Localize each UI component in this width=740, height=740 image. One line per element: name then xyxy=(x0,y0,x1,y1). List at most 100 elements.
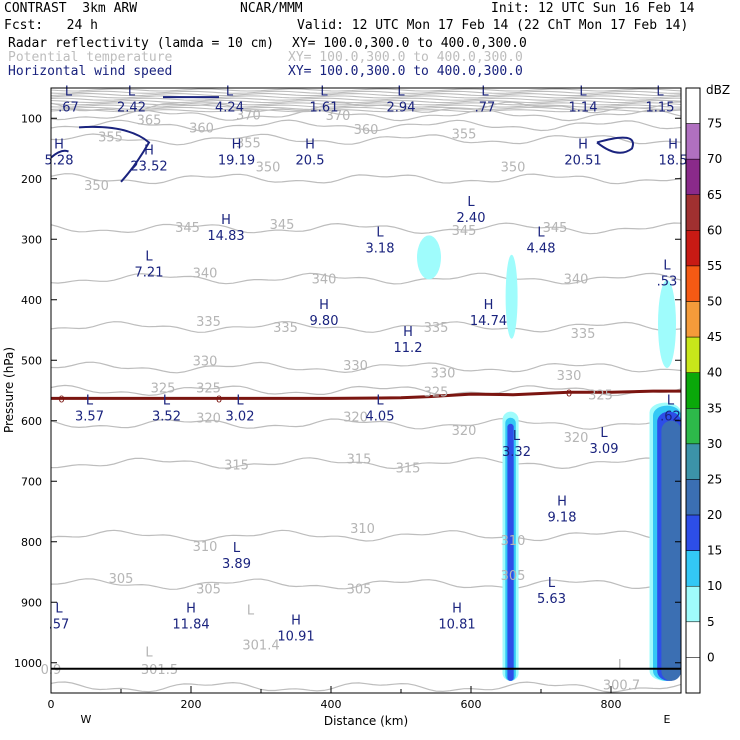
extra-label: L xyxy=(247,603,255,618)
wind-extremum-value: 19.19 xyxy=(218,154,255,169)
zero-celsius-contour xyxy=(51,389,681,400)
wind-extremum-value: .67 xyxy=(58,100,79,115)
wind-extremum-letter: L xyxy=(481,84,489,99)
y-tick-label: 200 xyxy=(21,173,42,186)
theta-contour-350 xyxy=(51,173,681,185)
wind-extremum-value: 9.80 xyxy=(310,314,339,329)
refl-aloft-2 xyxy=(505,254,518,339)
colorbar-label: 30 xyxy=(707,437,722,451)
theta-label: 350 xyxy=(84,179,109,194)
wind-extremum-value: 9.18 xyxy=(548,510,577,525)
theta-contour-upper xyxy=(51,88,681,92)
wind-extremum-value: 4.48 xyxy=(527,241,556,256)
colorbar: dBZ 0 5 10 15 20 25 30 35 40 45 50 55 60 65 70 75 xyxy=(685,83,730,694)
theta-contour-320 xyxy=(51,417,681,430)
wind-extremum-value: 2.94 xyxy=(387,100,416,115)
theta-contour-360 xyxy=(51,119,681,132)
y-tick-label: 600 xyxy=(21,415,42,428)
wind-extremum-value: 18.5 xyxy=(659,154,688,169)
wind-extremum-letter: L xyxy=(376,225,384,240)
colorbar-label: 75 xyxy=(707,117,722,131)
theta-label: 330 xyxy=(343,359,368,374)
theta-label: 340 xyxy=(312,273,337,288)
extra-label: L xyxy=(618,658,626,673)
colorbar-bin xyxy=(685,123,701,160)
theta-label: 345 xyxy=(543,221,568,236)
theta-label: 355 xyxy=(236,136,261,151)
theta-label: 340 xyxy=(564,273,589,288)
theta-contour-upper xyxy=(51,95,681,99)
theta-contour-upper xyxy=(51,102,681,106)
wind-extremum-value: 3.18 xyxy=(366,241,395,256)
colorbar-label: 0 xyxy=(707,650,715,664)
x-end-label-west: W xyxy=(81,713,92,726)
field-wind-label: Horizontal wind speed xyxy=(8,64,173,79)
theta-label: 325 xyxy=(588,389,613,404)
theta-label: 355 xyxy=(98,130,123,145)
colorbar-frame xyxy=(685,87,701,694)
colorbar-label: 55 xyxy=(707,259,722,273)
colorbar-bin xyxy=(685,194,701,231)
theta-contour-upper xyxy=(51,104,681,108)
zero-celsius-label: 0 xyxy=(216,394,222,405)
wind-extremum-value: 3.57 xyxy=(75,409,104,424)
wind-extremum-letter: H xyxy=(668,138,678,153)
theta-label: 330 xyxy=(431,366,456,381)
wind-extremum-letter: H xyxy=(452,602,462,617)
wind-extremum-letter: H xyxy=(305,138,315,153)
colorbar-label: 65 xyxy=(707,188,722,202)
theta-contour-340 xyxy=(51,272,681,285)
colorbar-bin xyxy=(685,230,701,267)
x-tick-label: 200 xyxy=(181,698,202,711)
colorbar-label: 15 xyxy=(707,544,722,558)
theta-label: 315 xyxy=(347,452,372,467)
colorbar-bin xyxy=(685,585,701,623)
y-tick-label: 400 xyxy=(21,294,42,307)
theta-label: 320 xyxy=(564,431,589,446)
theta-label: 305 xyxy=(347,582,372,597)
colorbar-bin xyxy=(685,158,701,196)
wind-extremum-value: 3.02 xyxy=(226,409,255,424)
model-title: CONTRAST 3km ARW xyxy=(4,1,138,16)
wind-extremum-letter: H xyxy=(221,213,231,228)
colorbar-bin xyxy=(685,336,701,373)
theta-label: 320 xyxy=(196,412,221,427)
wind-extremum-value: 1.61 xyxy=(310,100,339,115)
refl-column-east-inner xyxy=(661,420,681,681)
wind-extremum-letter: L xyxy=(55,602,63,617)
theta-contour-330 xyxy=(51,361,681,374)
wind-extremum-value: 11.2 xyxy=(394,341,423,356)
wind-extremum-letter: L xyxy=(537,225,545,240)
wind-contour-jet-east xyxy=(596,136,634,154)
colorbar-label: 45 xyxy=(707,330,722,344)
theta-label: 305 xyxy=(196,582,221,597)
theta-label: 370 xyxy=(236,109,261,124)
wind-extremum-letter: H xyxy=(484,298,494,313)
theta-label: 305 xyxy=(109,572,134,587)
theta-label: 360 xyxy=(354,123,379,138)
wind-extremum-letter: H xyxy=(291,614,301,629)
y-axis-label: Pressure (hPa) xyxy=(2,347,16,433)
valid-time: Valid: 12 UTC Mon 17 Feb 14 (22 ChT Mon … xyxy=(297,18,689,33)
field-reflectivity-xy: XY= 100.0,300.0 to 400.0,300.0 xyxy=(292,36,527,51)
wind-contour-edge xyxy=(51,149,69,159)
colorbar-label: 70 xyxy=(707,152,722,166)
wind-extremum-letter: H xyxy=(319,298,329,313)
plot-frame xyxy=(50,87,682,694)
colorbar-bin xyxy=(685,301,701,338)
theta-contour-upper xyxy=(51,99,681,104)
theta-label: 370 xyxy=(326,109,351,124)
theta-contour-310 xyxy=(51,529,681,542)
theta-contours xyxy=(51,88,681,693)
theta-label: 310 xyxy=(193,540,218,555)
theta-label: 355 xyxy=(452,127,477,142)
x-end-label-east: E xyxy=(664,713,671,726)
theta-label: 335 xyxy=(273,321,298,336)
wind-extremum-letter: L xyxy=(320,84,328,99)
theta-label: 315 xyxy=(396,461,421,476)
wind-extremum-value: 20.5 xyxy=(296,154,325,169)
theta-label: 345 xyxy=(452,224,477,239)
theta-label: 350 xyxy=(501,161,526,176)
colorbar-label: 20 xyxy=(707,508,722,522)
